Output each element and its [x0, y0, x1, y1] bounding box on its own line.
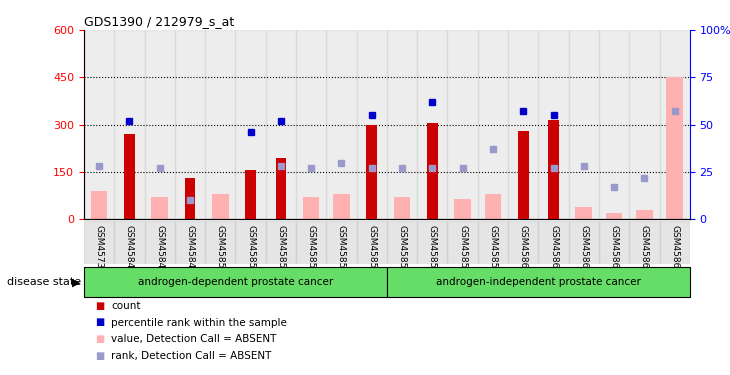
Bar — [575, 207, 592, 219]
Text: GSM45858: GSM45858 — [458, 225, 467, 274]
Bar — [606, 213, 623, 219]
Bar — [185, 178, 196, 219]
Bar — [454, 199, 471, 219]
Bar — [296, 30, 326, 219]
Bar — [569, 30, 599, 219]
Bar — [599, 30, 629, 219]
Bar — [145, 221, 174, 264]
Text: GSM45848: GSM45848 — [155, 225, 164, 274]
Text: count: count — [111, 301, 140, 310]
Bar — [629, 221, 659, 264]
Text: GSM45852: GSM45852 — [277, 225, 285, 274]
Text: GSM45859: GSM45859 — [488, 225, 497, 274]
Bar — [393, 197, 410, 219]
Bar — [548, 120, 559, 219]
Text: ■: ■ — [95, 334, 104, 344]
Bar — [205, 30, 235, 219]
Text: ▶: ▶ — [72, 278, 80, 287]
Text: GSM45863: GSM45863 — [610, 225, 618, 274]
Bar — [659, 221, 690, 264]
Bar — [366, 124, 377, 219]
Text: ■: ■ — [95, 301, 104, 310]
Bar — [174, 30, 205, 219]
Text: GSM45862: GSM45862 — [580, 225, 588, 274]
Text: androgen-dependent prostate cancer: androgen-dependent prostate cancer — [138, 277, 333, 287]
Bar — [303, 197, 320, 219]
Bar — [508, 221, 538, 264]
Text: GSM45849: GSM45849 — [185, 225, 194, 274]
FancyBboxPatch shape — [84, 267, 387, 297]
Bar — [447, 30, 477, 219]
Bar — [417, 30, 447, 219]
Bar — [212, 194, 228, 219]
Bar — [235, 221, 266, 264]
Bar — [326, 221, 356, 264]
Bar — [266, 221, 296, 264]
Bar — [427, 123, 438, 219]
Bar — [266, 30, 296, 219]
Text: androgen-independent prostate cancer: androgen-independent prostate cancer — [436, 277, 641, 287]
Text: GSM45856: GSM45856 — [398, 225, 407, 274]
FancyBboxPatch shape — [387, 267, 690, 297]
Bar — [114, 30, 145, 219]
Bar — [447, 221, 477, 264]
Text: ■: ■ — [95, 351, 104, 361]
Bar — [114, 221, 145, 264]
Text: GSM45851: GSM45851 — [246, 225, 255, 274]
Bar — [275, 158, 286, 219]
Bar — [569, 221, 599, 264]
Bar — [91, 191, 107, 219]
Text: GSM45857: GSM45857 — [428, 225, 437, 274]
Bar — [235, 30, 266, 219]
Bar — [174, 221, 205, 264]
Text: GSM45860: GSM45860 — [519, 225, 528, 274]
Text: disease state: disease state — [7, 278, 82, 287]
Bar — [666, 77, 683, 219]
Bar — [417, 221, 447, 264]
Bar — [326, 30, 356, 219]
Bar — [356, 30, 387, 219]
Text: GDS1390 / 212979_s_at: GDS1390 / 212979_s_at — [84, 15, 234, 28]
Text: percentile rank within the sample: percentile rank within the sample — [111, 318, 287, 327]
Bar — [508, 30, 538, 219]
Bar — [518, 131, 529, 219]
Bar — [245, 171, 256, 219]
Bar — [629, 30, 659, 219]
Bar — [387, 221, 418, 264]
Text: GSM45865: GSM45865 — [670, 225, 679, 274]
Text: GSM45864: GSM45864 — [640, 225, 649, 274]
Bar — [599, 221, 629, 264]
Bar — [387, 30, 418, 219]
Bar — [538, 221, 569, 264]
Text: ■: ■ — [95, 318, 104, 327]
Bar — [356, 221, 387, 264]
Bar — [205, 221, 235, 264]
Text: GSM45847: GSM45847 — [125, 225, 134, 274]
Bar — [145, 30, 174, 219]
Bar — [84, 30, 114, 219]
Text: GSM45854: GSM45854 — [337, 225, 346, 274]
Bar — [659, 30, 690, 219]
Text: GSM45730: GSM45730 — [95, 225, 104, 274]
Bar — [296, 221, 326, 264]
Text: GSM45850: GSM45850 — [216, 225, 225, 274]
Bar — [636, 210, 653, 219]
Text: rank, Detection Call = ABSENT: rank, Detection Call = ABSENT — [111, 351, 272, 361]
Bar — [477, 221, 508, 264]
Bar — [151, 197, 168, 219]
Bar — [124, 134, 135, 219]
Bar — [538, 30, 569, 219]
Text: GSM45853: GSM45853 — [307, 225, 315, 274]
Bar — [333, 194, 350, 219]
Text: GSM45861: GSM45861 — [549, 225, 558, 274]
Bar — [477, 30, 508, 219]
Text: value, Detection Call = ABSENT: value, Detection Call = ABSENT — [111, 334, 277, 344]
Bar — [84, 221, 114, 264]
Bar — [485, 194, 502, 219]
Text: GSM45855: GSM45855 — [367, 225, 376, 274]
